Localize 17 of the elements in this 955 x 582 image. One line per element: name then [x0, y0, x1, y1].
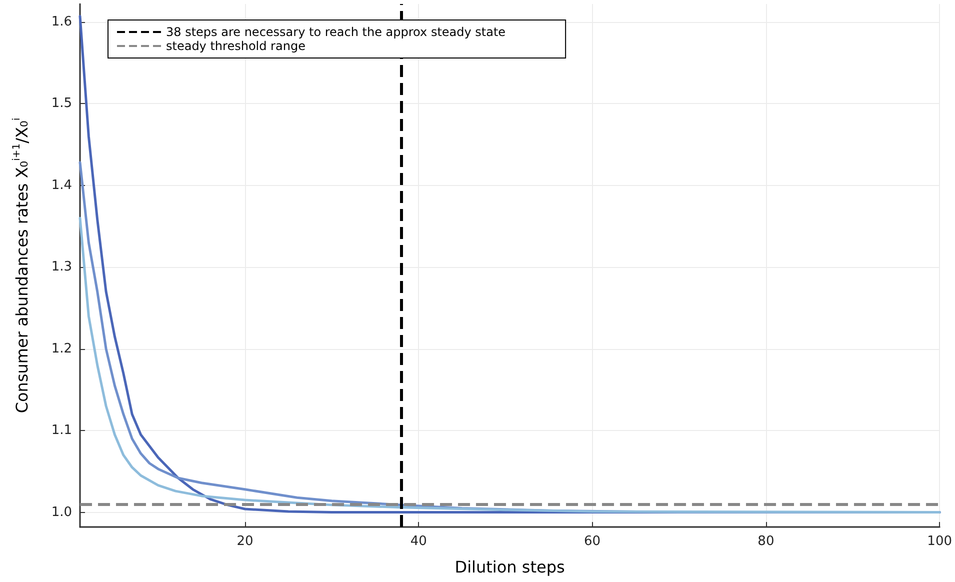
x-axis-title: Dilution steps: [454, 558, 565, 576]
x-tick-label: 20: [236, 534, 254, 549]
y-tick-label: 1.1: [51, 423, 72, 438]
y-tick-label: 1.0: [51, 504, 72, 520]
ref-line-label: 38 steps are necessary to reach the approx steady state: [166, 25, 506, 39]
y-tick-label: 1.5: [51, 96, 72, 112]
x-tick-label: 40: [410, 534, 427, 549]
x-tick-label: 100: [927, 534, 952, 549]
y-tick-label: 1.4: [51, 178, 72, 193]
y-tick-label: 1.2: [51, 341, 72, 356]
x-tick-label: 80: [758, 534, 774, 549]
legend-label: steady threshold range: [166, 39, 306, 53]
y-tick-label: 1.6: [51, 14, 72, 30]
x-tick-label: 60: [584, 534, 601, 549]
line-series: [78, 216, 941, 514]
y-tick-label: 1.3: [51, 260, 72, 275]
y-axis-title: Consumer abundances rates X0i+1/X0i: [12, 118, 32, 414]
